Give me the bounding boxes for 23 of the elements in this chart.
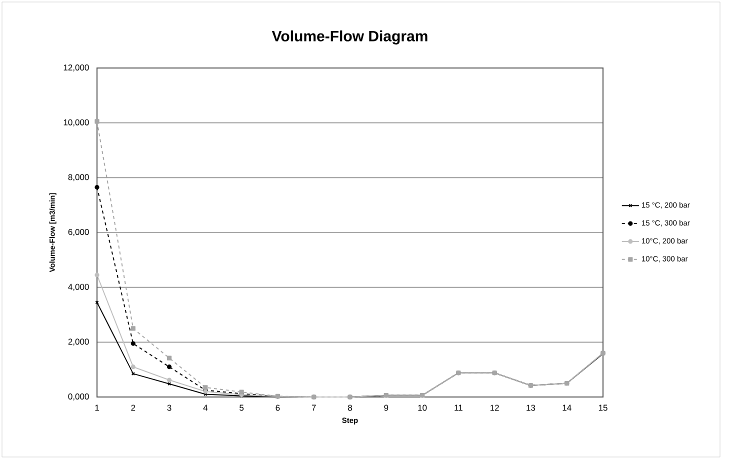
x-tick-label: 8	[348, 404, 352, 411]
y-tick-label: 6,000	[68, 228, 89, 236]
x-tick-label: 5	[240, 404, 244, 411]
y-tick-label: 12,000	[64, 64, 89, 72]
x-tick-label: 6	[276, 404, 280, 411]
x-tick-label: 10	[418, 404, 427, 411]
x-tick-label: 14	[562, 404, 572, 411]
x-tick-label: 4	[203, 404, 208, 411]
x-tick-label: 1	[95, 404, 99, 411]
x-tick-label: 15	[598, 404, 608, 411]
x-tick-label: 12	[490, 404, 499, 411]
x-tick-label: 13	[526, 404, 536, 411]
chart-title: Volume-Flow Diagram	[272, 30, 428, 44]
y-tick-label: 8,000	[68, 174, 89, 182]
x-tick-label: 11	[454, 404, 462, 411]
y-tick-label: 2,000	[68, 338, 89, 346]
y-tick-label: 10,000	[64, 119, 89, 126]
x-tick-label: 7	[312, 404, 316, 411]
x-tick-label: 2	[131, 404, 136, 411]
y-tick-label: 4,000	[68, 284, 89, 291]
x-tick-label: 9	[384, 404, 388, 411]
y-tick-label: 0,000	[68, 393, 89, 401]
x-tick-label: 3	[167, 404, 172, 411]
